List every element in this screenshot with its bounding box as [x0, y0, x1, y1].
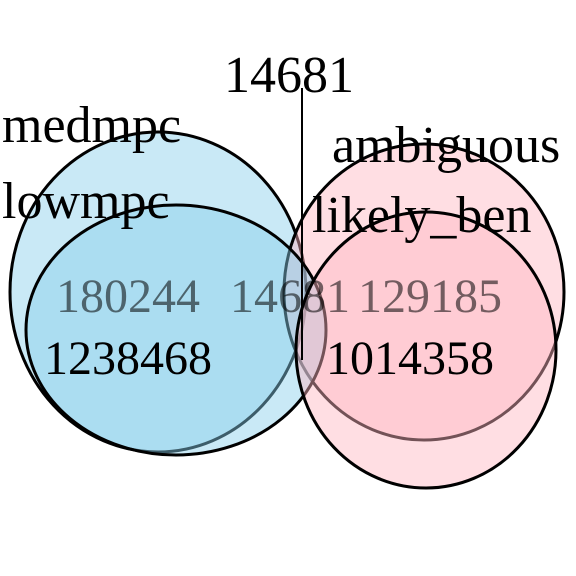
value-lowmpc: 1238468 [44, 332, 212, 385]
value-ambiguous: 129185 [358, 270, 502, 323]
set-label-medmpc: medmpc [2, 97, 181, 154]
set-label-ambiguous: ambiguous [332, 117, 560, 174]
likely-ben-circle [294, 210, 558, 490]
lowmpc-circle [24, 203, 328, 457]
value-likely-ben: 1014358 [326, 332, 494, 385]
set-label-lowmpc: lowmpc [2, 173, 170, 230]
value-medmpc-overlap: 14681 [230, 270, 350, 323]
medmpc-circle [8, 130, 308, 454]
top-count-label: 14681 [224, 47, 354, 104]
set-label-likely-ben: likely_ben [312, 187, 532, 244]
ambiguous-circle [282, 142, 566, 442]
value-medmpc: 180244 [56, 270, 200, 323]
